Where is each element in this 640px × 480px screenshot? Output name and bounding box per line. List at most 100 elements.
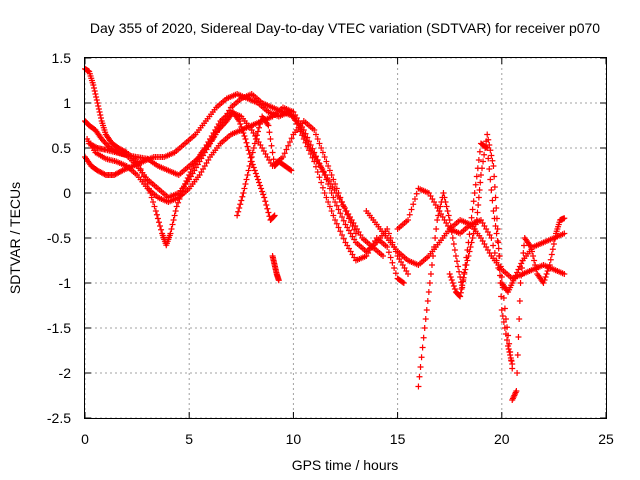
data-point-interp [312, 153, 319, 160]
data-point-interp [493, 215, 500, 222]
data-point-interp [550, 241, 557, 247]
data-point-interp [244, 172, 251, 178]
data-point-interp [257, 121, 264, 127]
data-point-interp [319, 168, 326, 175]
y-tick-label: 0 [63, 185, 71, 201]
data-point [467, 244, 474, 250]
data-point-interp [499, 284, 506, 291]
data-point-interp [431, 244, 438, 250]
data-point [384, 226, 391, 232]
data-point-interp [456, 292, 463, 299]
data-point-interp [250, 164, 257, 171]
data-point-interp [314, 157, 321, 163]
data-point-interp [392, 270, 399, 277]
data-point [546, 262, 553, 268]
data-point-interp [541, 277, 548, 283]
data-point [490, 163, 497, 169]
data-point-interp [254, 128, 261, 135]
data-point-interp [459, 282, 466, 289]
data-point-interp [497, 263, 504, 270]
data-point-interp [297, 128, 304, 135]
data-point-interp [423, 307, 430, 313]
data-point-interp [91, 85, 98, 91]
data-point-interp [256, 179, 263, 186]
data-point-interp [488, 187, 495, 193]
data-point-interp [155, 219, 162, 226]
data-point-interp [283, 146, 290, 153]
data-point-interp [158, 226, 165, 233]
data-point-interp [469, 206, 476, 213]
data-point-interp [241, 133, 248, 139]
data-point-interp [309, 154, 316, 161]
data-point-interp [239, 193, 246, 200]
data-point [152, 208, 159, 214]
data-point-interp [385, 230, 392, 237]
data-point-interp [306, 138, 313, 145]
data-point-interp [263, 202, 270, 208]
data-point [517, 280, 524, 286]
data-point-interp [458, 286, 465, 292]
data-point-interp [466, 248, 473, 255]
data-point-interp [262, 198, 269, 205]
data-point-interp [551, 235, 558, 242]
data-point-interp [168, 226, 175, 232]
data-point-interp [236, 205, 243, 211]
data-point-interp [489, 157, 496, 164]
data-point-interp [477, 179, 484, 186]
series-arc-4 [86, 91, 407, 286]
data-point-interp [519, 257, 526, 264]
data-point-interp [485, 155, 492, 162]
data-point-interp [451, 247, 458, 253]
series-arc-11 [234, 113, 295, 219]
data-point-interp [495, 245, 502, 252]
data-point-interp [238, 197, 245, 204]
data-point-interp [256, 124, 263, 131]
data-point-interp [470, 198, 477, 205]
data-point [246, 163, 253, 169]
data-point-interp [328, 172, 335, 178]
data-point-interp [491, 184, 498, 190]
data-point-interp [253, 132, 260, 139]
data-point-interp [515, 334, 522, 340]
data-point [400, 280, 407, 286]
data-point-interp [493, 257, 500, 264]
data-point-interp [330, 212, 337, 219]
data-point-interp [498, 293, 505, 300]
data-point-interp [419, 344, 426, 351]
data-point-interp [319, 184, 326, 191]
data-point-interp [243, 176, 250, 183]
data-point-interp [339, 214, 346, 220]
data-point-interp [518, 272, 525, 279]
data-point-interp [93, 97, 100, 103]
data-point-interp [267, 136, 274, 142]
data-point-interp [237, 121, 244, 127]
data-point-interp [545, 265, 552, 271]
data-point-interp [295, 124, 302, 131]
data-point-interp [318, 145, 325, 151]
data-point-interp [472, 181, 479, 188]
data-point [300, 127, 307, 133]
data-point-interp [410, 201, 417, 208]
data-point-interp [399, 279, 406, 286]
x-tick-label: 25 [598, 431, 614, 447]
data-point [405, 217, 412, 223]
data-point-interp [533, 266, 540, 273]
data-point-interp [500, 319, 507, 325]
data-point [311, 158, 318, 165]
y-tick-label: -1 [59, 275, 72, 291]
data-point-interp [96, 109, 103, 115]
data-point-interp [101, 171, 108, 178]
data-point-interp [430, 253, 437, 259]
data-point-interp [281, 150, 288, 157]
data-point-interp [170, 217, 177, 223]
data-point-interp [504, 337, 511, 343]
data-point-interp [172, 208, 179, 214]
data-point-interp [486, 166, 493, 172]
data-point-interp [318, 164, 325, 171]
chart-title: Day 355 of 2020, Sidereal Day-to-day VTE… [90, 20, 600, 36]
data-point-interp [466, 231, 473, 238]
data-point-interp [330, 176, 337, 183]
data-point-interp [323, 194, 330, 201]
data-point-interp [498, 274, 505, 280]
data-point-interp [468, 239, 475, 246]
